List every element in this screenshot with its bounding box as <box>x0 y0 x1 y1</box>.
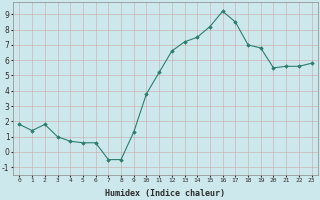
X-axis label: Humidex (Indice chaleur): Humidex (Indice chaleur) <box>106 189 226 198</box>
